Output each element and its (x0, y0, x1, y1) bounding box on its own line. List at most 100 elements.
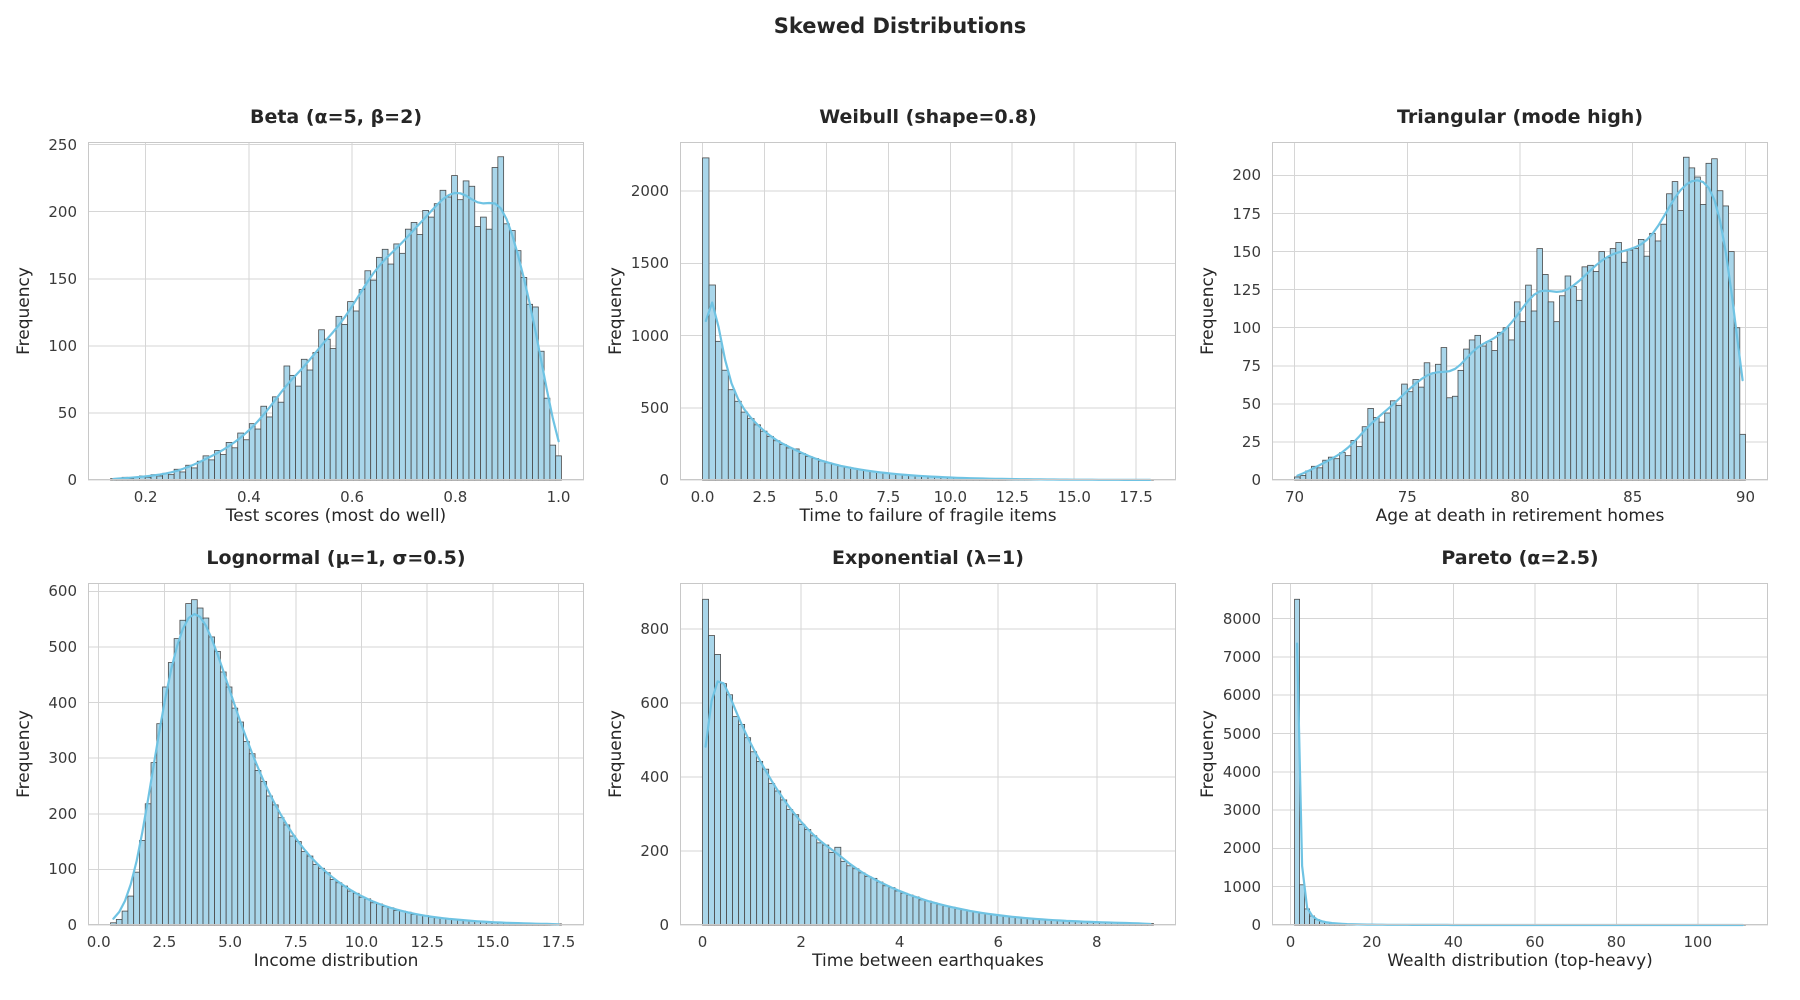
y-tick-label: 1000 (630, 326, 669, 345)
subplot-exponential-ylabel: Frequency (606, 710, 626, 798)
subplot-beta-ylabel: Frequency (14, 267, 34, 355)
y-tick-label: 2000 (1222, 839, 1261, 858)
subplot-exponential-canvas (679, 582, 1177, 926)
x-tick-label: 12.5 (995, 488, 1029, 506)
y-tick-label: 400 (640, 767, 669, 786)
y-tick-label: 2000 (630, 182, 669, 201)
x-tick-label: 7.5 (876, 488, 901, 506)
y-tick-label: 50 (57, 403, 77, 422)
x-tick-label: 12.5 (410, 933, 444, 951)
x-tick-label: 60 (1525, 933, 1545, 951)
y-tick-label: 6000 (1222, 686, 1261, 705)
y-tick-label: 7000 (1222, 647, 1261, 666)
y-tick-label: 75 (1241, 356, 1261, 375)
x-tick-label: 80 (1606, 933, 1626, 951)
x-tick-label: 0.8 (443, 488, 468, 506)
subplot-exponential: Exponential (λ=1) Frequency Time between… (606, 547, 1177, 971)
x-tick-label: 0.4 (236, 488, 261, 506)
y-tick-label: 4000 (1222, 762, 1261, 781)
x-tick-label: 10.0 (933, 488, 967, 506)
subplot-beta-xlabel: Test scores (most do well) (225, 506, 447, 526)
x-tick-label: 8 (1092, 933, 1102, 951)
subplot-lognormal-ylabel: Frequency (14, 710, 34, 798)
x-tick-label: 15.0 (476, 933, 510, 951)
x-tick-label: 40 (1443, 933, 1463, 951)
y-tick-label: 600 (640, 693, 669, 712)
subplot-lognormal-canvas (87, 582, 585, 926)
y-tick-label: 400 (48, 693, 77, 712)
y-tick-label: 0 (1251, 471, 1261, 489)
y-tick-label: 150 (1232, 242, 1261, 261)
x-tick-label: 0.0 (690, 488, 715, 506)
subplot-weibull: Weibull (shape=0.8) Frequency Time to fa… (606, 106, 1177, 526)
x-tick-label: 20 (1362, 933, 1382, 951)
y-tick-label: 150 (48, 269, 77, 288)
x-tick-label: 70 (1284, 488, 1305, 506)
subplot-triangular-ylabel: Frequency (1198, 267, 1218, 355)
subplot-lognormal-title: Lognormal (μ=1, σ=0.5) (206, 547, 466, 569)
subplot-exponential-title: Exponential (λ=1) (832, 547, 1024, 569)
x-tick-label: 0.6 (340, 488, 365, 506)
subplot-weibull-canvas (679, 141, 1177, 481)
y-tick-label: 5000 (1222, 724, 1261, 743)
x-tick-label: 6 (993, 933, 1003, 951)
y-tick-label: 175 (1232, 204, 1261, 223)
y-tick-label: 0 (659, 916, 669, 934)
y-tick-label: 1000 (1222, 877, 1261, 896)
x-tick-label: 5.0 (814, 488, 839, 506)
subplot-weibull-title: Weibull (shape=0.8) (819, 106, 1037, 128)
y-tick-label: 200 (640, 841, 669, 860)
x-tick-label: 90 (1735, 488, 1755, 506)
y-tick-label: 25 (1241, 432, 1261, 451)
y-tick-label: 200 (1232, 166, 1261, 185)
subplot-beta-title: Beta (α=5, β=2) (249, 106, 423, 128)
x-tick-label: 0.0 (86, 933, 111, 951)
subplot-beta-canvas (87, 141, 585, 481)
x-tick-label: 85 (1623, 488, 1643, 506)
y-tick-label: 250 (48, 135, 77, 154)
y-tick-label: 100 (48, 336, 77, 355)
y-tick-label: 100 (48, 860, 77, 879)
x-tick-label: 75 (1397, 488, 1417, 506)
x-tick-label: 17.5 (541, 933, 576, 951)
y-tick-label: 50 (1241, 394, 1261, 413)
y-tick-label: 1500 (630, 254, 669, 273)
subplot-weibull-xlabel: Time to failure of fragile items (799, 506, 1057, 526)
x-tick-label: 0.2 (133, 488, 158, 506)
x-tick-label: 7.5 (283, 933, 308, 951)
x-tick-label: 1.0 (546, 488, 571, 506)
subplot-pareto-title: Pareto (α=2.5) (1441, 547, 1599, 569)
y-tick-label: 3000 (1222, 801, 1261, 820)
y-tick-label: 600 (48, 582, 77, 601)
y-tick-label: 500 (640, 398, 669, 417)
x-tick-label: 5.0 (218, 933, 243, 951)
subplot-beta: Beta (α=5, β=2) Frequency Test scores (m… (14, 106, 585, 526)
y-tick-label: 200 (48, 804, 77, 823)
x-tick-label: 2 (796, 933, 806, 951)
subplot-pareto: Pareto (α=2.5) Frequency Wealth distribu… (1198, 547, 1769, 971)
x-tick-label: 2.5 (752, 488, 777, 506)
subplot-lognormal-xlabel: Income distribution (253, 951, 419, 971)
y-tick-label: 800 (640, 619, 669, 638)
y-tick-label: 8000 (1222, 609, 1261, 628)
y-tick-label: 0 (67, 916, 77, 934)
x-tick-label: 100 (1683, 933, 1713, 951)
y-tick-label: 0 (659, 471, 669, 489)
subplot-pareto-canvas (1271, 582, 1769, 927)
subplot-triangular-canvas (1271, 141, 1769, 481)
x-tick-label: 10.0 (344, 933, 379, 951)
x-tick-label: 4 (894, 933, 905, 951)
x-tick-label: 0 (697, 933, 708, 951)
x-tick-label: 80 (1510, 488, 1530, 506)
y-tick-label: 200 (48, 202, 77, 221)
x-tick-label: 0 (1285, 933, 1296, 951)
y-tick-label: 125 (1232, 280, 1261, 299)
subplot-triangular: Triangular (mode high) Frequency Age at … (1198, 106, 1769, 526)
x-tick-label: 17.5 (1119, 488, 1153, 506)
subplot-triangular-xlabel: Age at death in retirement homes (1375, 506, 1665, 526)
subplot-exponential-xlabel: Time between earthquakes (812, 951, 1044, 971)
figure-title: Skewed Distributions (773, 14, 1027, 38)
x-tick-label: 2.5 (152, 933, 177, 951)
y-tick-label: 0 (1251, 916, 1261, 934)
